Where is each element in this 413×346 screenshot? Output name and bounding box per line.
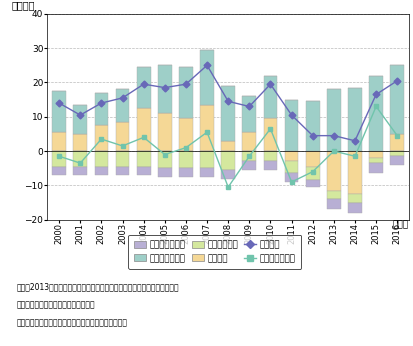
Legend: 第二次所得収支, 第一次所得収支, サービス収支, 貳易収支, 経常収支, 経常収支前年差: 第二次所得収支, 第一次所得収支, サービス収支, 貳易収支, 経常収支, 経常… — [128, 235, 301, 269]
Bar — [263, 151, 277, 161]
Bar — [200, 50, 214, 105]
Bar — [348, 194, 362, 202]
Bar — [52, 166, 66, 175]
Bar — [221, 151, 235, 170]
Bar — [306, 151, 320, 166]
Bar — [95, 151, 108, 166]
Bar — [221, 86, 235, 141]
Bar — [158, 168, 172, 177]
Bar — [285, 100, 299, 151]
Bar — [137, 166, 150, 175]
Bar — [285, 173, 299, 182]
Bar — [74, 151, 87, 166]
Text: （兆円）: （兆円） — [12, 0, 35, 10]
Bar — [306, 101, 320, 151]
Bar — [348, 151, 362, 194]
Bar — [137, 108, 150, 151]
Bar — [242, 132, 256, 151]
Text: （年）: （年） — [393, 220, 409, 229]
Bar — [74, 134, 87, 151]
Bar — [179, 151, 193, 168]
Bar — [263, 118, 277, 151]
Bar — [285, 161, 299, 173]
Text: 資料：財務省「国際収支状況」から経済産業省作成。: 資料：財務省「国際収支状況」から経済産業省作成。 — [17, 318, 128, 327]
Bar — [200, 168, 214, 177]
Bar — [348, 202, 362, 213]
Bar — [390, 156, 404, 165]
Bar — [95, 125, 108, 151]
Bar — [74, 105, 87, 134]
Bar — [158, 113, 172, 151]
Bar — [242, 96, 256, 132]
Bar — [369, 163, 383, 173]
Bar — [221, 141, 235, 151]
Bar — [327, 199, 341, 209]
Bar — [369, 151, 383, 158]
Bar — [242, 151, 256, 161]
Bar — [116, 151, 129, 166]
Bar — [116, 89, 129, 122]
Bar — [390, 134, 404, 151]
Bar — [116, 122, 129, 151]
Bar — [95, 93, 108, 125]
Bar — [137, 67, 150, 108]
Bar — [52, 151, 66, 166]
Bar — [221, 170, 235, 179]
Bar — [390, 65, 404, 134]
Bar — [200, 105, 214, 151]
Bar — [52, 132, 66, 151]
Bar — [95, 166, 108, 175]
Bar — [263, 76, 277, 118]
Bar — [327, 191, 341, 199]
Bar — [306, 180, 320, 187]
Bar — [306, 166, 320, 180]
Bar — [179, 168, 193, 177]
Bar — [116, 166, 129, 175]
Bar — [137, 151, 150, 166]
Bar — [390, 151, 404, 156]
Bar — [158, 65, 172, 113]
Bar — [263, 161, 277, 170]
Text: の基準により組み替えたもの。: の基準により組み替えたもの。 — [17, 300, 95, 309]
Text: 備考：2013年以前の計数は、国際収支マニュアル第５版準拠統計を第６版: 備考：2013年以前の計数は、国際収支マニュアル第５版準拠統計を第６版 — [17, 282, 179, 291]
Bar — [74, 166, 87, 175]
Bar — [369, 76, 383, 151]
Bar — [200, 151, 214, 168]
Bar — [327, 89, 341, 151]
Bar — [242, 161, 256, 170]
Bar — [52, 91, 66, 132]
Bar — [285, 151, 299, 161]
Bar — [179, 67, 193, 118]
Bar — [348, 88, 362, 151]
Bar — [369, 158, 383, 163]
Bar — [179, 118, 193, 151]
Bar — [158, 151, 172, 168]
Bar — [327, 151, 341, 191]
